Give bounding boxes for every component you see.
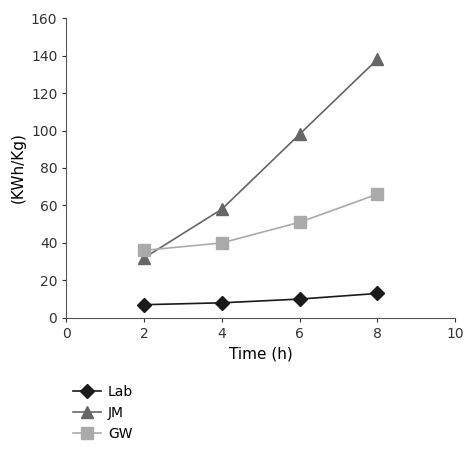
GW [141,247,147,253]
JM [297,132,302,137]
Lab [141,302,147,307]
Line: Lab: Lab [139,289,382,310]
GW [374,192,380,197]
JM [141,255,147,261]
GW [297,220,302,225]
Y-axis label: (KWh/Kg): (KWh/Kg) [10,133,25,203]
JM [219,207,225,212]
Lab [374,291,380,296]
Lab [219,300,225,306]
Legend: Lab, JM, GW: Lab, JM, GW [73,385,133,440]
Line: GW: GW [138,189,383,256]
GW [219,240,225,246]
X-axis label: Time (h): Time (h) [229,346,292,361]
Line: JM: JM [138,54,383,263]
Lab [297,296,302,302]
JM [374,57,380,62]
